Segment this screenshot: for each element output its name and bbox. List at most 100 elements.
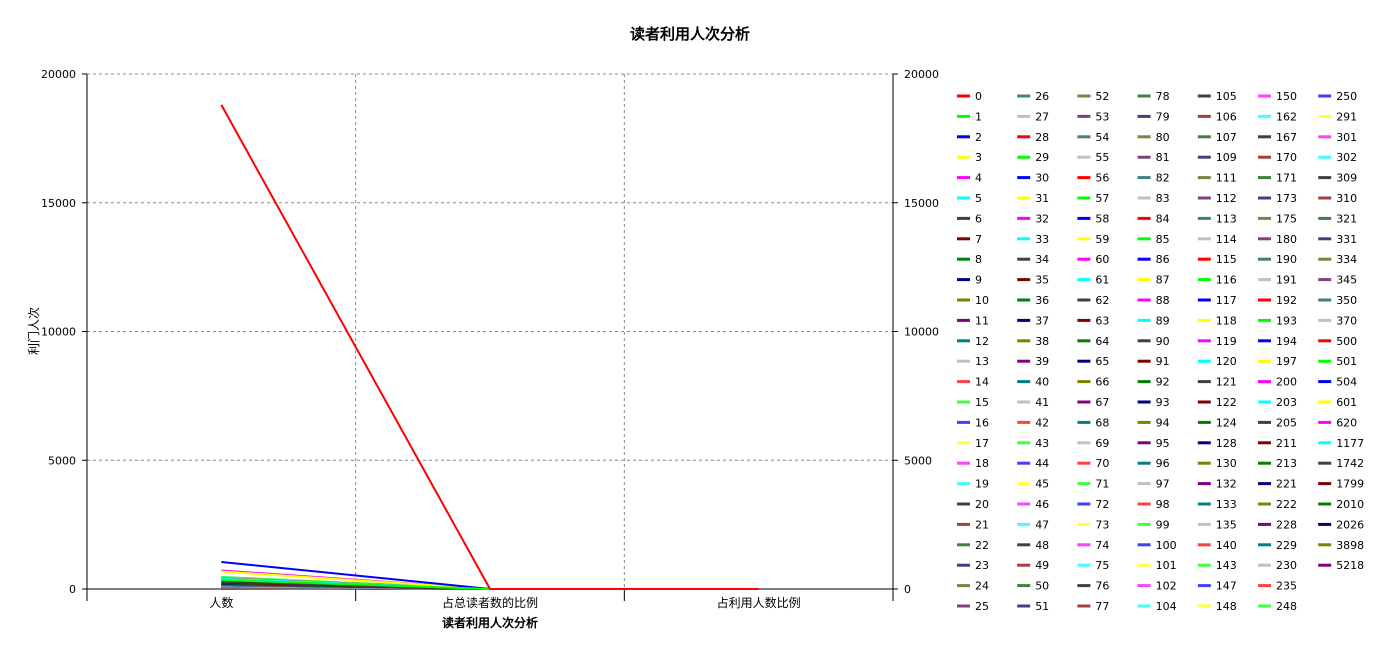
legend-label: 88 xyxy=(1156,294,1170,307)
legend-label: 37 xyxy=(1035,314,1049,327)
legend-label: 29 xyxy=(1035,151,1049,164)
legend: 0123456789101112131415161718192021222324… xyxy=(957,90,1364,613)
legend-label: 171 xyxy=(1276,172,1297,185)
legend-label: 309 xyxy=(1336,172,1357,185)
legend-label: 192 xyxy=(1276,294,1297,307)
legend-label: 200 xyxy=(1276,376,1297,389)
legend-label: 6 xyxy=(975,212,982,225)
legend-label: 99 xyxy=(1156,518,1170,531)
legend-label: 43 xyxy=(1035,437,1049,450)
legend-label: 83 xyxy=(1156,192,1170,205)
legend-label: 22 xyxy=(975,539,989,552)
legend-label: 26 xyxy=(1035,90,1049,103)
legend-label: 78 xyxy=(1156,90,1170,103)
legend-label: 54 xyxy=(1095,131,1109,144)
legend-label: 51 xyxy=(1035,600,1049,613)
legend-label: 1177 xyxy=(1336,437,1364,450)
legend-label: 100 xyxy=(1156,539,1177,552)
y-tick-label-right: 15000 xyxy=(904,197,939,210)
legend-label: 81 xyxy=(1156,151,1170,164)
legend-label: 52 xyxy=(1095,90,1109,103)
legend-label: 203 xyxy=(1276,396,1297,409)
legend-label: 119 xyxy=(1216,335,1237,348)
legend-label: 112 xyxy=(1216,192,1237,205)
legend-label: 13 xyxy=(975,355,989,368)
legend-label: 501 xyxy=(1336,355,1357,368)
legend-label: 5218 xyxy=(1336,559,1364,572)
x-axis-label: 读者利用人次分析 xyxy=(442,615,538,630)
legend-label: 15 xyxy=(975,396,989,409)
legend-label: 28 xyxy=(1035,131,1049,144)
legend-label: 18 xyxy=(975,457,989,470)
legend-label: 80 xyxy=(1156,131,1170,144)
legend-label: 1742 xyxy=(1336,457,1364,470)
legend-label: 96 xyxy=(1156,457,1170,470)
legend-label: 74 xyxy=(1095,539,1109,552)
legend-label: 84 xyxy=(1156,212,1170,225)
legend-label: 193 xyxy=(1276,314,1297,327)
legend-label: 117 xyxy=(1216,294,1237,307)
legend-label: 205 xyxy=(1276,416,1297,429)
legend-label: 90 xyxy=(1156,335,1170,348)
legend-label: 133 xyxy=(1216,498,1237,511)
legend-label: 8 xyxy=(975,253,982,266)
y-axis-label: 利门人次 xyxy=(26,307,41,355)
legend-label: 91 xyxy=(1156,355,1170,368)
legend-label: 59 xyxy=(1095,233,1109,246)
legend-label: 173 xyxy=(1276,192,1297,205)
legend-label: 101 xyxy=(1156,559,1177,572)
legend-label: 132 xyxy=(1216,478,1237,491)
plot-area: 0 0 5000 5000 10000 10000 15000 15000 20000 20000… xyxy=(41,68,939,610)
legend-label: 2026 xyxy=(1336,518,1364,531)
legend-label: 321 xyxy=(1336,212,1357,225)
legend-label: 0 xyxy=(975,90,982,103)
legend-label: 104 xyxy=(1156,600,1177,613)
legend-label: 222 xyxy=(1276,498,1297,511)
y-tick-label-right: 5000 xyxy=(904,454,932,467)
legend-label: 31 xyxy=(1035,192,1049,205)
legend-label: 93 xyxy=(1156,396,1170,409)
y-tick-label-right: 10000 xyxy=(904,326,939,339)
legend-label: 25 xyxy=(975,600,989,613)
legend-label: 5 xyxy=(975,192,982,205)
legend-label: 162 xyxy=(1276,110,1297,123)
y-tick-label: 15000 xyxy=(41,197,76,210)
legend-label: 92 xyxy=(1156,376,1170,389)
legend-label: 150 xyxy=(1276,90,1297,103)
legend-label: 33 xyxy=(1035,233,1049,246)
legend-label: 197 xyxy=(1276,355,1297,368)
legend-label: 14 xyxy=(975,376,989,389)
legend-label: 71 xyxy=(1095,478,1109,491)
legend-label: 301 xyxy=(1336,131,1357,144)
legend-label: 44 xyxy=(1035,457,1049,470)
legend-label: 12 xyxy=(975,335,989,348)
y-tick-label: 5000 xyxy=(48,454,76,467)
legend-label: 16 xyxy=(975,416,989,429)
legend-label: 41 xyxy=(1035,396,1049,409)
legend-label: 620 xyxy=(1336,416,1357,429)
legend-label: 230 xyxy=(1276,559,1297,572)
legend-label: 106 xyxy=(1216,110,1237,123)
legend-label: 3 xyxy=(975,151,982,164)
legend-label: 55 xyxy=(1095,151,1109,164)
legend-label: 76 xyxy=(1095,580,1109,593)
legend-label: 2010 xyxy=(1336,498,1364,511)
legend-label: 345 xyxy=(1336,274,1357,287)
series-line xyxy=(220,104,759,590)
legend-label: 116 xyxy=(1216,274,1237,287)
legend-label: 35 xyxy=(1035,274,1049,287)
legend-label: 221 xyxy=(1276,478,1297,491)
legend-label: 213 xyxy=(1276,457,1297,470)
legend-label: 50 xyxy=(1035,580,1049,593)
legend-label: 61 xyxy=(1095,274,1109,287)
legend-label: 118 xyxy=(1216,314,1237,327)
legend-label: 128 xyxy=(1216,437,1237,450)
legend-label: 20 xyxy=(975,498,989,511)
legend-label: 194 xyxy=(1276,335,1297,348)
legend-label: 73 xyxy=(1095,518,1109,531)
legend-label: 115 xyxy=(1216,253,1237,266)
legend-label: 291 xyxy=(1336,110,1357,123)
legend-label: 140 xyxy=(1216,539,1237,552)
legend-label: 98 xyxy=(1156,498,1170,511)
legend-label: 27 xyxy=(1035,110,1049,123)
